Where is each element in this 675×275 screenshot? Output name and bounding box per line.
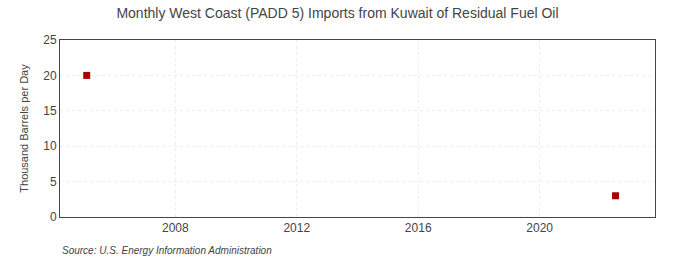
svg-text:20: 20 [43,69,57,83]
svg-text:Thousand Barrels per Day: Thousand Barrels per Day [18,64,30,193]
svg-text:Source: U.S. Energy Informatio: Source: U.S. Energy Information Administ… [62,245,272,256]
svg-text:5: 5 [50,175,57,189]
svg-text:2016: 2016 [405,221,432,235]
svg-text:2008: 2008 [162,221,189,235]
svg-text:2020: 2020 [526,221,553,235]
svg-text:15: 15 [43,104,57,118]
svg-text:2012: 2012 [283,221,310,235]
svg-text:25: 25 [43,33,57,47]
svg-text:Monthly West Coast (PADD 5) Im: Monthly West Coast (PADD 5) Imports from… [116,5,558,21]
svg-text:10: 10 [43,139,57,153]
svg-text:0: 0 [50,210,57,224]
